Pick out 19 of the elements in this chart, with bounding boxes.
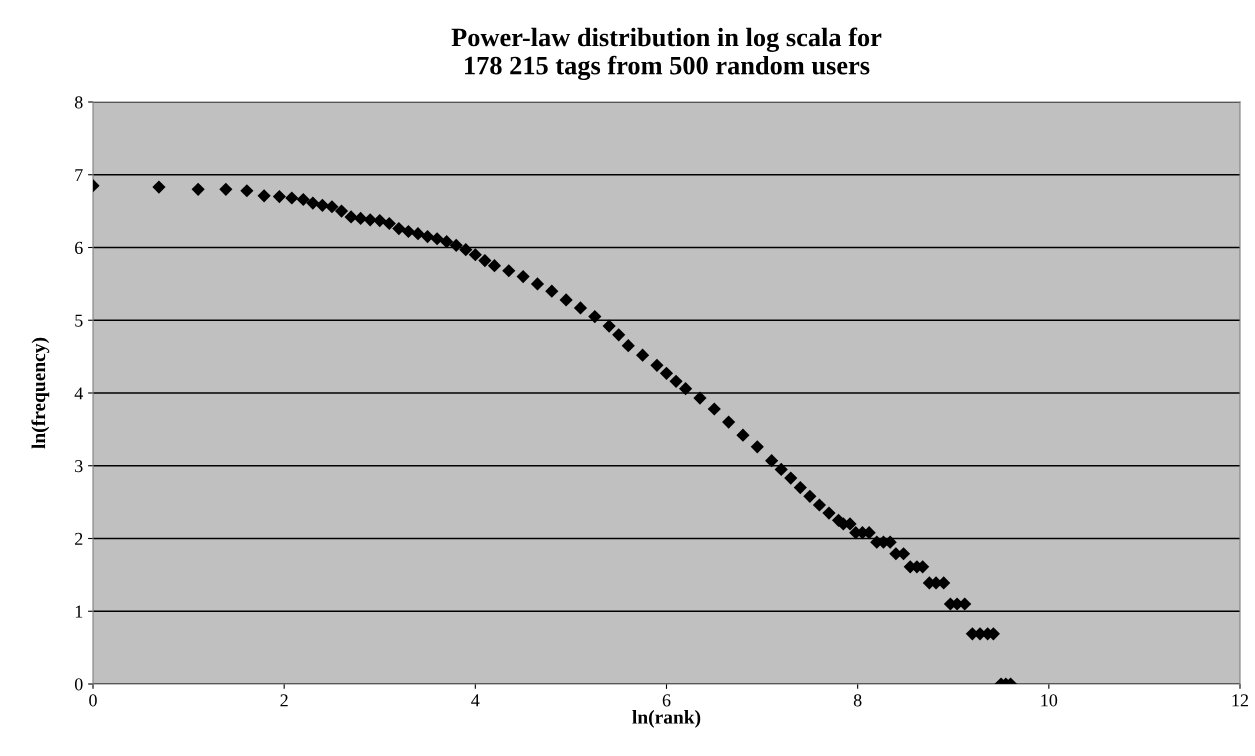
- y-tick-label: 0: [74, 678, 83, 691]
- y-tick-label: 4: [74, 387, 83, 400]
- y-tick-label: 5: [75, 314, 83, 327]
- x-tick-label: 12: [1232, 694, 1249, 707]
- x-tick-label: 6: [662, 694, 671, 707]
- y-tick-label: 7: [75, 169, 83, 182]
- y-tick-label: 1: [75, 605, 83, 618]
- x-tick-label: 8: [853, 694, 862, 707]
- y-tick-label: 8: [74, 96, 83, 109]
- y-tick-label: 2: [75, 532, 83, 545]
- x-tick-label: 4: [471, 694, 480, 707]
- y-axis-title: ln(frequency): [31, 337, 50, 449]
- y-tick-label: 6: [75, 241, 83, 254]
- y-tick-label: 3: [75, 460, 83, 473]
- x-axis-title: ln(rank): [632, 710, 701, 728]
- x-tick-label: 10: [1041, 694, 1058, 707]
- x-tick-label: 2: [280, 694, 288, 707]
- x-tick-label: 0: [89, 694, 97, 707]
- chart-title: Power-law distribution in log scala for 178 215 tags from 500 random users: [451, 27, 882, 81]
